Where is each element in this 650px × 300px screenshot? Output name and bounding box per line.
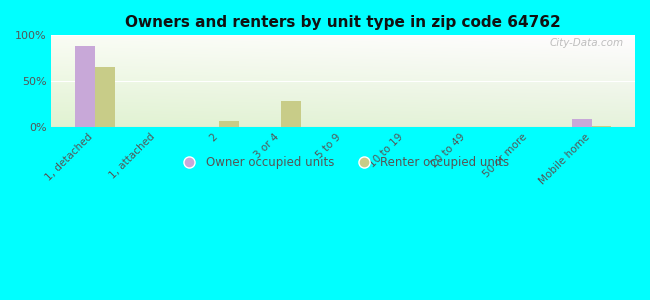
Legend: Owner occupied units, Renter occupied units: Owner occupied units, Renter occupied un… — [173, 152, 514, 174]
Bar — [281, 101, 301, 127]
Bar — [75, 46, 95, 127]
Title: Owners and renters by unit type in zip code 64762: Owners and renters by unit type in zip c… — [125, 15, 561, 30]
Bar — [592, 126, 612, 127]
Bar — [572, 119, 592, 127]
Text: City-Data.com: City-Data.com — [549, 38, 623, 48]
Bar — [219, 121, 239, 127]
Bar — [95, 68, 115, 127]
